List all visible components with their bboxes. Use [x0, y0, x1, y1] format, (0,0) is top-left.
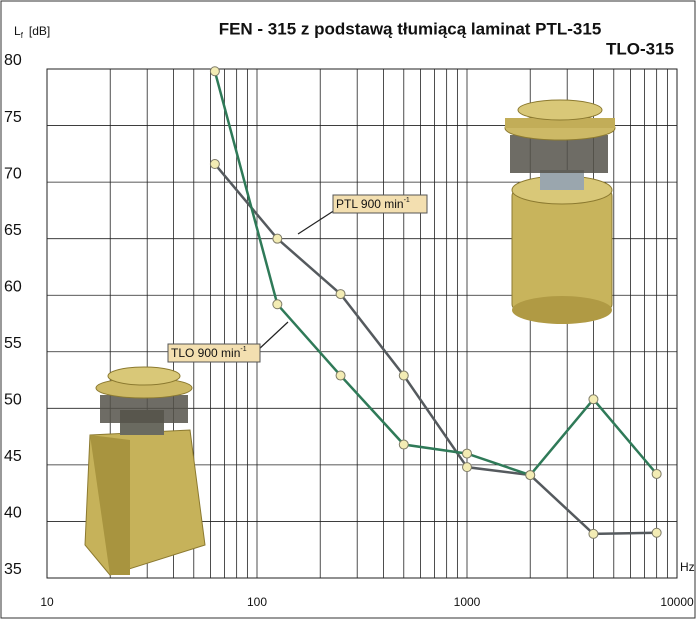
y-tick-label: 60 [4, 278, 22, 295]
data-point [335, 289, 346, 300]
data-point [462, 448, 472, 459]
legend-box [167, 343, 261, 363]
data-point [272, 299, 283, 310]
legend-name: PTL 900 min [336, 197, 404, 211]
x-tick-label: 10 [40, 595, 54, 609]
y-tick-label: 70 [4, 165, 22, 182]
legend-sup: -1 [404, 197, 410, 204]
y-label-unit: [dB] [29, 24, 50, 38]
y-tick-label: 75 [4, 109, 22, 126]
legend-label: PTL 900 min-1 [336, 197, 410, 211]
plot-border [46, 68, 678, 579]
y-tick-label: 65 [4, 222, 22, 239]
legend-box [332, 194, 428, 214]
y-label-main: L [14, 24, 21, 38]
y-tick-label: 80 [4, 52, 22, 69]
grid [46, 68, 678, 579]
data-point [335, 370, 346, 381]
data-point [525, 470, 536, 481]
callout-line [297, 209, 336, 235]
series-line [213, 163, 657, 536]
legend-name: TLO 900 min [171, 346, 240, 360]
y-label-sub: f [21, 31, 24, 40]
x-tick-label: 1000 [454, 595, 481, 609]
data-point [651, 468, 662, 479]
y-tick-label: 40 [4, 505, 22, 522]
data-point [398, 370, 409, 381]
x-axis-label: Hz [680, 560, 695, 574]
data-point [651, 527, 662, 538]
data-point [588, 528, 599, 539]
y-tick-label: 35 [4, 561, 22, 578]
series-line [213, 70, 658, 477]
data-point [588, 394, 599, 405]
x-tick-label: 10000 [660, 595, 694, 609]
chart-subtitle: TLO-315 [606, 39, 674, 58]
data-point [209, 159, 220, 170]
data-point [272, 233, 283, 244]
y-tick-label: 45 [4, 448, 22, 465]
data-point [209, 66, 220, 77]
y-tick-label: 55 [4, 335, 22, 352]
chart-title: FEN - 315 z podstawą tłumiącą laminat PT… [219, 19, 602, 38]
y-axis-label: Lf [dB] [14, 24, 50, 40]
data-point [462, 462, 472, 473]
legend-label: TLO 900 min-1 [171, 346, 247, 360]
chimney-image [84, 366, 206, 576]
callout-line [257, 321, 289, 351]
y-tick-label: 50 [4, 392, 22, 409]
chimney-image [504, 99, 616, 324]
x-tick-label: 100 [247, 595, 267, 609]
legend-sup: -1 [240, 346, 246, 353]
data-point [398, 439, 409, 450]
